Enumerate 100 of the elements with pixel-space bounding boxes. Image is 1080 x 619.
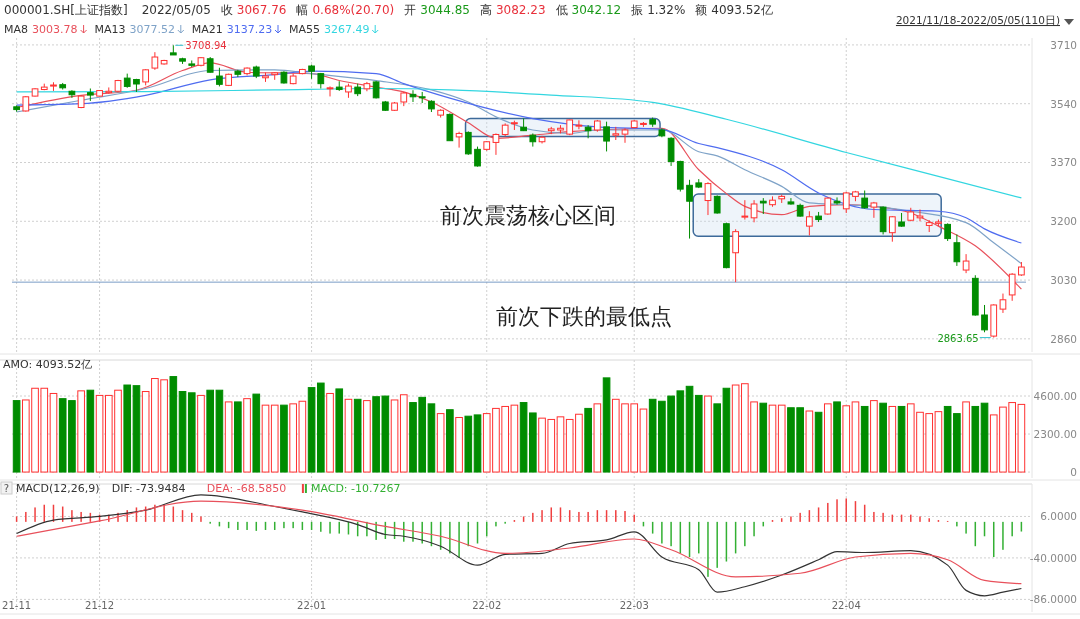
- text: 3067.76: [236, 3, 287, 17]
- candlestick: [621, 127, 629, 144]
- text: 1.32%: [647, 3, 686, 17]
- candlestick: [953, 233, 961, 267]
- candlestick: [409, 89, 417, 103]
- bar: [49, 392, 58, 473]
- bar: [224, 401, 233, 473]
- annotation: 前次下跌的最低点: [496, 304, 672, 329]
- candlestick: [326, 85, 334, 97]
- bar: [888, 405, 897, 473]
- bar: [814, 411, 823, 473]
- text: 低: [555, 3, 568, 17]
- line-series: [16, 500, 1022, 585]
- text: 3044.85: [420, 3, 470, 17]
- text: 3082.23: [495, 3, 546, 17]
- text: 收: [220, 3, 233, 17]
- bar: [980, 402, 989, 473]
- bar: [335, 388, 344, 473]
- candlestick: [603, 121, 610, 152]
- chart-title: 000001.SH[上证指数]: [4, 3, 128, 17]
- y-tick-label: 2300.00: [1033, 428, 1077, 441]
- bar: [556, 416, 565, 473]
- chart-title: MACD(12,26,9): [16, 482, 100, 495]
- text: 2022/05/05: [141, 3, 211, 17]
- candlestick: [492, 132, 500, 156]
- bar: [77, 390, 85, 473]
- bar: [897, 405, 906, 473]
- bar: [464, 415, 473, 473]
- candlestick: [464, 130, 472, 156]
- bar: [169, 376, 178, 473]
- x-tick-label: 22-04: [831, 600, 861, 611]
- y-tick-label: 3710: [1050, 38, 1077, 51]
- candlestick: [806, 210, 813, 236]
- y-tick-label: 3540: [1050, 97, 1077, 110]
- bar: [833, 401, 841, 473]
- y-tick-label: 4600.00: [1033, 390, 1077, 403]
- candlestick: [888, 215, 896, 243]
- bar: [197, 394, 205, 473]
- bar: [768, 404, 777, 473]
- text: 额: [695, 3, 708, 17]
- bar: [870, 400, 878, 473]
- candlestick: [870, 201, 878, 219]
- candlestick: [713, 194, 721, 215]
- legend-label: MACD: -10.7267: [310, 482, 401, 495]
- bar: [353, 398, 362, 473]
- bar: [270, 404, 279, 473]
- bar: [823, 403, 832, 473]
- candlestick: [474, 146, 481, 168]
- bar: [12, 400, 21, 473]
- text: 开: [404, 3, 417, 17]
- bar: [86, 389, 95, 473]
- bar: [261, 404, 270, 473]
- text: 3042.12: [571, 3, 622, 17]
- y-tick-label: -86.0000: [1029, 593, 1077, 606]
- text: 振: [631, 3, 644, 17]
- y-tick-label: 6.0000: [1040, 510, 1077, 523]
- x-tick-label: 22-03: [619, 600, 649, 611]
- candlestick: [216, 67, 223, 87]
- candlestick: [916, 209, 924, 222]
- candlestick: [1008, 272, 1016, 302]
- candlestick: [704, 181, 712, 216]
- candlestick: [584, 124, 592, 139]
- bar: [234, 401, 242, 473]
- help-icon: ?: [0, 481, 13, 495]
- candlestick: [575, 119, 583, 130]
- bar: [473, 414, 482, 473]
- line-series: [16, 87, 1022, 199]
- legend-label: MA55 3267.49: [289, 23, 370, 36]
- bar: [971, 405, 980, 473]
- bar: [593, 403, 602, 473]
- text: 4093.52亿: [711, 3, 773, 17]
- y-tick-label: 0: [1070, 466, 1077, 479]
- bar: [584, 407, 592, 473]
- bar: [455, 417, 463, 473]
- bar: [363, 400, 371, 473]
- candlestick: [981, 304, 988, 333]
- y-tick-label: 3370: [1050, 156, 1077, 169]
- candlestick: [455, 131, 463, 149]
- candlestick: [750, 199, 758, 223]
- y-tick-label: 3200: [1050, 215, 1077, 228]
- bar: [280, 404, 288, 473]
- bar: [962, 401, 970, 473]
- text: 2021/11/18-2022/05/05(110日): [895, 14, 1060, 26]
- x-tick-label: 22-02: [472, 600, 502, 611]
- series-label: DIF: -73.9484: [111, 482, 186, 495]
- legend-label: MA21 3137.23: [191, 23, 273, 36]
- bar: [777, 404, 786, 473]
- legend-label: MA13 3077.52: [94, 23, 176, 36]
- annotation: 2863.65: [937, 332, 979, 344]
- bar: [704, 395, 712, 473]
- bar: [602, 377, 611, 473]
- bar: [879, 402, 887, 473]
- bar: [759, 402, 768, 473]
- x-tick-label: 21-12: [85, 600, 115, 611]
- chart-title: AMO: 4093.52亿: [3, 358, 93, 371]
- bar: [252, 393, 261, 473]
- annotation: 3708.94: [185, 40, 227, 52]
- candlestick: [68, 89, 76, 99]
- candlestick: [732, 228, 739, 283]
- y-tick-label: -40.0000: [1029, 551, 1077, 564]
